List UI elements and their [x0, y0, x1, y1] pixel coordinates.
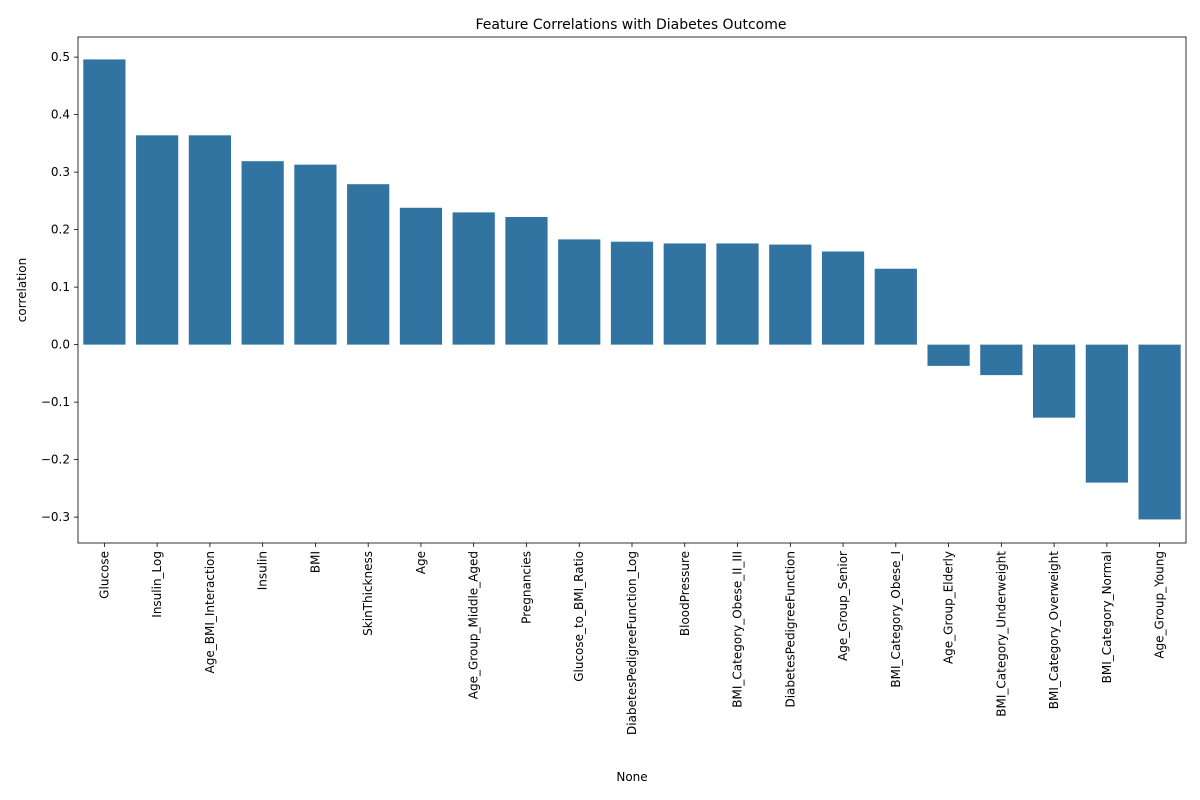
x-tick-label: DiabetesPedigreeFunction_Log: [625, 551, 639, 735]
y-axis: 0.5 0.4 0.3 0.2 0.1 0.0 −0.1 −0.2 −0.3: [41, 50, 78, 524]
bar-age: [399, 207, 443, 345]
bar-pregnancies: [505, 216, 548, 345]
x-tick-label: SkinThickness: [361, 551, 375, 636]
bar-bmi-category-underweight: [980, 344, 1023, 376]
bar-age-group-young: [1138, 344, 1181, 520]
bar-bloodpressure: [663, 243, 706, 345]
x-axis-label: None: [616, 770, 647, 784]
y-tick-label: −0.3: [41, 510, 70, 524]
y-tick-label: 0.3: [51, 165, 70, 179]
bar-skinthickness: [347, 184, 390, 345]
bar-age-group-elderly: [927, 344, 970, 366]
bar-age-group-middle-aged: [452, 212, 495, 345]
x-tick-label: Age_Group_Young: [1153, 551, 1167, 659]
x-tick-label: Glucose_to_BMI_Ratio: [572, 551, 586, 682]
x-tick-label: Age: [414, 551, 428, 574]
y-axis-label: correlation: [15, 258, 29, 322]
x-tick-label: BMI_Category_Overweight: [1047, 551, 1061, 710]
y-tick-label: −0.1: [41, 395, 70, 409]
plot-frame: [77, 36, 1187, 544]
bar-age-group-senior: [821, 251, 865, 345]
bar-insulin-log: [136, 135, 179, 345]
x-tick-label: BMI_Category_Obese_I: [889, 551, 903, 688]
bar-bmi-category-normal: [1085, 344, 1128, 483]
chart-title: Feature Correlations with Diabetes Outco…: [476, 17, 787, 33]
y-tick-label: 0.5: [51, 50, 70, 64]
y-tick-label: −0.2: [41, 453, 70, 467]
bar-diabetespedigreefunction-log: [610, 241, 654, 345]
bars-group: [83, 59, 1181, 520]
x-tick-label: BMI: [308, 551, 322, 573]
x-tick-label: Insulin: [256, 551, 270, 590]
bar-bmi-category-overweight: [1032, 344, 1076, 418]
y-tick-label: 0.0: [51, 338, 70, 352]
bar-insulin: [241, 161, 284, 345]
x-tick-label: Age_Group_Senior: [836, 551, 850, 661]
x-tick-label: DiabetesPedigreeFunction: [783, 551, 797, 708]
x-tick-label: BMI_Category_Normal: [1100, 551, 1114, 683]
x-axis: Glucose Insulin_Log Age_BMI_Interaction Ins…: [97, 543, 1167, 735]
y-tick-label: 0.2: [51, 223, 70, 237]
bar-glucose: [83, 59, 126, 345]
y-tick-label: 0.4: [51, 108, 70, 122]
y-tick-label: 0.1: [51, 280, 70, 294]
x-tick-label: BMI_Category_Obese_II_III: [731, 551, 745, 708]
bar-bmi-category-obese-i: [874, 268, 917, 345]
x-tick-label: BMI_Category_Underweight: [994, 551, 1008, 717]
x-tick-label: Insulin_Log: [150, 551, 164, 618]
bar-bmi-category-obese-ii-iii: [716, 243, 759, 345]
bar-diabetespedigreefunction: [769, 244, 812, 345]
x-tick-label: BloodPressure: [678, 551, 692, 636]
x-tick-label: Glucose: [97, 551, 111, 599]
x-tick-label: Pregnancies: [519, 551, 533, 624]
bar-bmi: [294, 164, 337, 345]
bar-glucose-to-bmi-ratio: [558, 239, 601, 345]
x-tick-label: Age_Group_Elderly: [942, 551, 956, 664]
x-tick-label: Age_Group_Middle_Aged: [467, 551, 481, 699]
x-tick-label: Age_BMI_Interaction: [203, 551, 217, 673]
bar-age-bmi-interaction: [188, 135, 232, 345]
